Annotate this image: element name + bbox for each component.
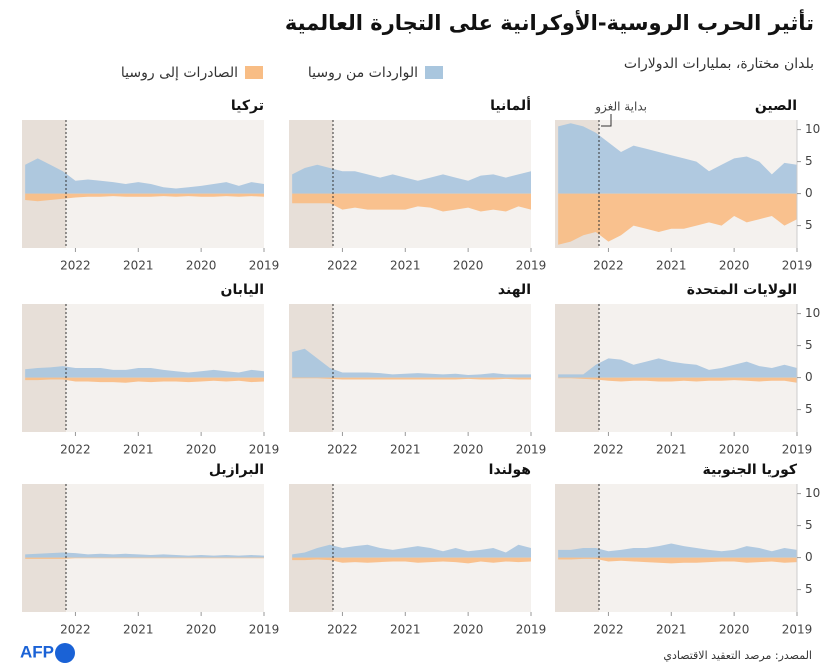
x-tick-label: 2022 bbox=[327, 259, 358, 273]
legend-swatch bbox=[245, 66, 263, 79]
x-tick-label: 2020 bbox=[186, 443, 217, 457]
x-tick-label: 2019 bbox=[516, 623, 547, 637]
post-invasion-shade bbox=[22, 484, 66, 612]
exports-area bbox=[292, 377, 531, 380]
exports-area bbox=[558, 557, 797, 564]
y-tick-label: 5 bbox=[805, 218, 813, 232]
source: المصدر: مرصد التعقيد الاقتصادي bbox=[663, 649, 812, 662]
x-tick-label: 2020 bbox=[719, 259, 750, 273]
imports-area bbox=[558, 358, 797, 378]
chart-subtitle: بلدان مختارة، بمليارات الدولارات bbox=[624, 56, 814, 72]
imports-area bbox=[558, 543, 797, 558]
x-tick-label: 2021 bbox=[656, 443, 687, 457]
x-tick-label: 2020 bbox=[453, 259, 484, 273]
x-tick-label: 2021 bbox=[390, 259, 421, 273]
x-tick-label: 2021 bbox=[656, 259, 687, 273]
panel-title: ألمانيا bbox=[490, 96, 531, 114]
y-tick-label: 5 bbox=[805, 402, 813, 416]
y-tick-label: 10 bbox=[805, 486, 820, 500]
x-tick-label: 2019 bbox=[516, 259, 547, 273]
legend-swatch bbox=[425, 66, 443, 79]
x-tick-label: 2019 bbox=[249, 623, 280, 637]
y-tick-label: 0 bbox=[805, 370, 813, 384]
imports-area bbox=[292, 164, 531, 194]
imports-area bbox=[558, 123, 797, 194]
y-tick-label: 5 bbox=[805, 154, 813, 168]
panel-title: الولايات المتحدة bbox=[687, 282, 797, 298]
exports-area bbox=[292, 193, 531, 212]
exports-area bbox=[25, 193, 265, 202]
x-tick-label: 2020 bbox=[719, 623, 750, 637]
imports-area bbox=[25, 366, 265, 378]
legend-label: الصادرات إلى روسيا bbox=[121, 65, 238, 81]
x-tick-label: 2022 bbox=[593, 623, 624, 637]
x-tick-label: 2020 bbox=[719, 443, 750, 457]
panel-title: اليابان bbox=[221, 282, 265, 298]
chart-title: تأثير الحرب الروسية-الأوكرانية على التجا… bbox=[285, 8, 814, 35]
x-tick-label: 2019 bbox=[782, 443, 813, 457]
x-tick-label: 2019 bbox=[782, 259, 813, 273]
x-tick-label: 2022 bbox=[593, 443, 624, 457]
y-tick-label: 10 bbox=[805, 306, 820, 320]
x-tick-label: 2021 bbox=[390, 623, 421, 637]
imports-area bbox=[292, 348, 531, 378]
y-tick-label: 0 bbox=[805, 186, 813, 200]
legend-label: الواردات من روسيا bbox=[308, 65, 418, 81]
x-tick-label: 2021 bbox=[656, 623, 687, 637]
exports-area bbox=[25, 377, 265, 383]
panel-title: هولندا bbox=[489, 462, 531, 478]
logo-mark bbox=[55, 643, 75, 663]
y-tick-label: 10 bbox=[805, 122, 820, 136]
panel-title: الهند bbox=[498, 282, 531, 298]
x-tick-label: 2019 bbox=[516, 443, 547, 457]
x-tick-label: 2021 bbox=[123, 623, 154, 637]
x-tick-label: 2019 bbox=[249, 259, 280, 273]
panel-title: البرازيل bbox=[209, 462, 264, 478]
panel-title: تركيا bbox=[231, 98, 264, 114]
x-tick-label: 2020 bbox=[186, 623, 217, 637]
exports-area bbox=[558, 193, 797, 245]
exports-area bbox=[558, 377, 797, 383]
y-tick-label: 5 bbox=[805, 518, 813, 532]
x-tick-label: 2022 bbox=[593, 259, 624, 273]
panel-title: الصين bbox=[755, 98, 797, 114]
logo: AFP bbox=[20, 642, 54, 661]
annotation: بداية الغزو bbox=[594, 100, 647, 115]
annotation-arrow bbox=[601, 114, 612, 127]
x-tick-label: 2022 bbox=[60, 443, 91, 457]
imports-area bbox=[25, 158, 265, 194]
y-tick-label: 5 bbox=[805, 338, 813, 352]
x-tick-label: 2020 bbox=[186, 259, 217, 273]
x-tick-label: 2020 bbox=[453, 443, 484, 457]
x-tick-label: 2022 bbox=[327, 443, 358, 457]
x-tick-label: 2021 bbox=[123, 259, 154, 273]
x-tick-label: 2019 bbox=[782, 623, 813, 637]
exports-area bbox=[292, 557, 531, 564]
y-tick-label: 0 bbox=[805, 550, 813, 564]
x-tick-label: 2022 bbox=[60, 623, 91, 637]
y-tick-label: 5 bbox=[805, 582, 813, 596]
panel-title: كوريا الجنوبية bbox=[703, 462, 798, 478]
x-tick-label: 2020 bbox=[453, 623, 484, 637]
x-tick-label: 2021 bbox=[123, 443, 154, 457]
x-tick-label: 2022 bbox=[60, 259, 91, 273]
x-tick-label: 2021 bbox=[390, 443, 421, 457]
x-tick-label: 2022 bbox=[327, 623, 358, 637]
exports-area bbox=[25, 557, 265, 559]
imports-area bbox=[25, 552, 265, 558]
imports-area bbox=[292, 544, 531, 558]
x-tick-label: 2019 bbox=[249, 443, 280, 457]
